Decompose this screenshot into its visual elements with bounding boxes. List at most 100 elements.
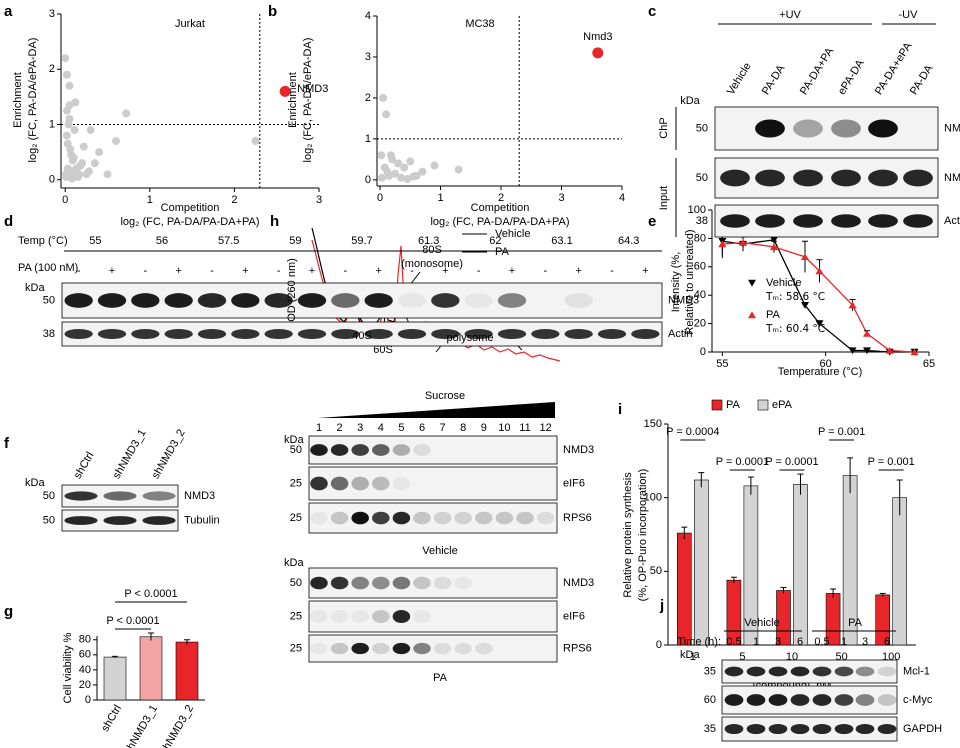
y-tick-label: 3 <box>365 51 371 63</box>
sucrose-wedge <box>318 402 555 418</box>
band <box>97 293 127 308</box>
kda-marker: 25 <box>290 610 302 622</box>
band <box>564 293 593 308</box>
band <box>790 694 810 706</box>
band <box>720 169 750 187</box>
kda-label: kDa <box>680 649 700 661</box>
bar <box>175 641 199 701</box>
marker <box>718 240 727 248</box>
band <box>812 723 832 735</box>
legend-tm: Tₘ: 60.4 °C <box>765 323 825 335</box>
group-label: PA <box>848 617 863 629</box>
marker <box>848 301 857 309</box>
fraction-label: 10 <box>498 422 510 434</box>
band <box>746 666 766 677</box>
x-tick-label: 0 <box>62 194 68 206</box>
panel-letter: c <box>648 3 656 20</box>
y-tick-label: 0 <box>365 174 371 186</box>
y-tick-label: 80 <box>79 634 91 646</box>
protein-label: RPS6 <box>563 512 592 524</box>
band <box>264 328 293 340</box>
marker <box>815 320 824 328</box>
kda-marker: 50 <box>696 172 708 184</box>
point <box>71 98 80 107</box>
band <box>310 576 328 590</box>
point <box>70 126 79 134</box>
y-tick-label: 100 <box>644 492 662 504</box>
band <box>877 694 897 706</box>
x-tick-label: 1 <box>690 651 696 663</box>
y-tick-label: 50 <box>650 565 662 577</box>
band <box>868 119 898 138</box>
x-tick-label: shCtrl <box>99 703 124 734</box>
fraction-label: 7 <box>440 422 446 434</box>
point <box>67 174 76 183</box>
panel-letter: f <box>4 435 10 452</box>
kda-marker: 60 <box>704 694 716 706</box>
protein-label: Tubulin <box>184 514 220 526</box>
bar <box>793 484 808 646</box>
condition-label: Vehicle <box>422 545 457 557</box>
y-tick-label: 80 <box>694 232 706 244</box>
marker <box>885 346 894 354</box>
point <box>90 159 99 168</box>
y-tick-label: 40 <box>79 664 91 676</box>
legend-label: Vehicle <box>766 277 801 289</box>
band <box>351 476 369 491</box>
y-axis-label: (%, OP-Puro incorporation) <box>637 469 649 602</box>
y-axis-label: Enrichment <box>287 72 299 128</box>
band <box>310 609 328 624</box>
legend-swatch <box>757 399 769 411</box>
band <box>868 214 898 228</box>
sign-label: + <box>309 265 315 277</box>
panel-letter: a <box>4 3 13 20</box>
band <box>364 293 393 308</box>
band <box>103 491 137 501</box>
sign-label: - <box>77 265 81 277</box>
blot-frame <box>714 157 939 199</box>
point <box>400 163 409 172</box>
band <box>831 214 861 228</box>
y-tick-label: 150 <box>644 418 662 430</box>
point <box>67 150 76 159</box>
band <box>433 576 452 590</box>
fraction-label: 3 <box>357 422 363 434</box>
protein-label: NMD3 <box>563 444 594 456</box>
y-axis-label: Relative to untreated) <box>684 229 696 334</box>
protein-label: RPS6 <box>563 642 592 654</box>
band <box>793 119 823 138</box>
band <box>310 476 328 491</box>
kda-marker: 35 <box>704 665 716 677</box>
legend-label: ePA <box>772 399 793 411</box>
temp-label: 63.1 <box>551 235 572 247</box>
kda-marker: 38 <box>43 328 55 340</box>
band <box>464 293 493 308</box>
band <box>531 328 560 340</box>
protein-label: NMD3 <box>944 172 960 184</box>
protein-label: Actin <box>944 215 960 227</box>
time-label: 3 <box>775 636 781 648</box>
sign-label: - <box>210 265 214 277</box>
protein-label: NMD3 <box>944 122 960 134</box>
treatment-title: PA (100 nM) <box>18 262 78 274</box>
point <box>409 172 418 181</box>
y-tick-label: 1 <box>365 133 371 145</box>
point <box>122 109 131 118</box>
fraction-label: 8 <box>460 422 466 434</box>
band <box>164 293 193 308</box>
band <box>297 293 327 308</box>
point <box>377 173 386 182</box>
y-axis-label: Cell viability % <box>62 632 74 703</box>
bar <box>139 636 163 701</box>
band <box>564 328 593 340</box>
blot-frame <box>61 282 663 319</box>
band <box>351 609 369 624</box>
temp-label: 56 <box>156 235 168 247</box>
band <box>724 666 744 677</box>
p-value: P < 0.0001 <box>124 588 177 600</box>
legend-marker <box>748 279 756 287</box>
lane-label: ePA-DA <box>836 57 867 97</box>
kda-marker: 50 <box>290 444 302 456</box>
band <box>364 328 393 340</box>
band <box>831 169 861 187</box>
